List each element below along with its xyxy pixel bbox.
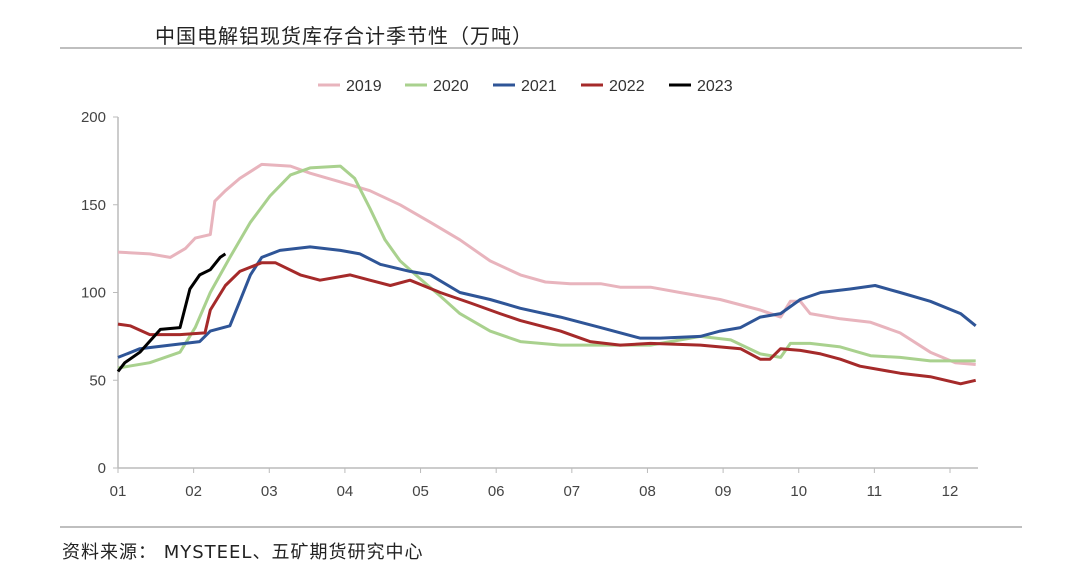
x-tick-label: 03: [261, 483, 278, 500]
x-tick-label: 02: [185, 483, 202, 500]
x-tick-label: 06: [488, 483, 505, 500]
legend-label-2021: 2021: [521, 78, 557, 95]
series-line-2023: [116, 252, 227, 373]
x-tick-label: 08: [639, 483, 656, 500]
series-line-2020: [117, 164, 976, 370]
x-tick-label: 09: [715, 483, 732, 500]
y-tick-label: 150: [81, 197, 106, 214]
x-tick-label: 12: [942, 483, 959, 500]
legend-label-2019: 2019: [346, 78, 382, 95]
y-tick-label: 50: [89, 372, 106, 389]
chart-title: 中国电解铝现货库存合计季节性（万吨）: [155, 24, 533, 48]
legend-label-2020: 2020: [433, 78, 469, 95]
x-tick-label: 11: [867, 483, 883, 500]
x-tick-label: 01: [110, 483, 127, 500]
y-tick-label: 100: [81, 285, 106, 302]
series-line-2021: [117, 245, 977, 359]
y-tick-label: 200: [81, 109, 106, 126]
x-tick-label: 04: [337, 483, 354, 500]
x-tick-label: 10: [790, 483, 807, 500]
source-note: 资料来源： MYSTEEL、五矿期货研究中心: [62, 542, 424, 563]
series-line-2019: [117, 162, 976, 366]
x-tick-label: 05: [412, 483, 429, 500]
x-tick-label: 07: [563, 483, 580, 500]
y-tick-label: 0: [98, 460, 106, 477]
legend-label-2022: 2022: [609, 78, 645, 95]
series-line-2022: [117, 261, 977, 386]
legend-label-2023: 2023: [697, 78, 733, 95]
